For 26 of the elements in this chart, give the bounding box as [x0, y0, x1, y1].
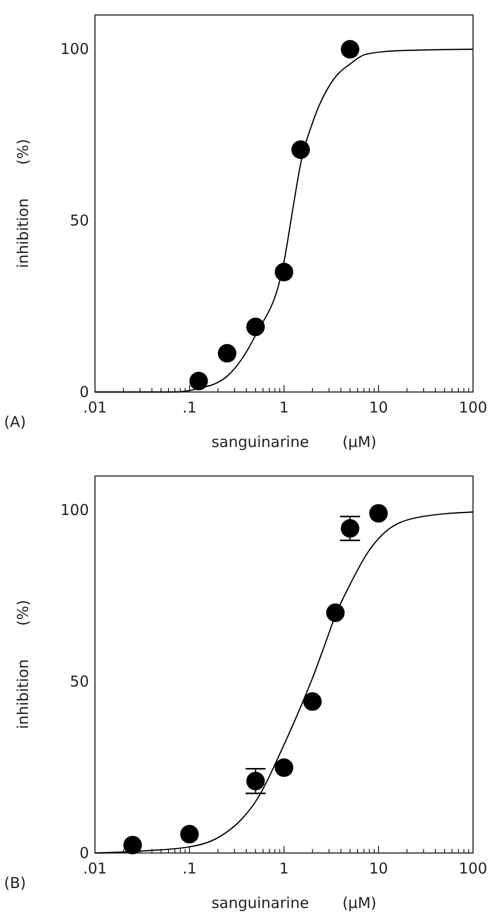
- x-tick-label: 10: [368, 860, 388, 878]
- y-tick-label: 50: [70, 672, 89, 690]
- y-tick-label: 0: [79, 382, 89, 401]
- x-tick-label: .01: [83, 398, 107, 417]
- y-tick-label: 100: [60, 40, 89, 58]
- y-axis-title: inhibition (%): [14, 138, 32, 268]
- point: [189, 372, 208, 390]
- x-tick-label: .1: [182, 860, 197, 878]
- x-tick-label: 1: [279, 860, 289, 878]
- text: (B): [4, 874, 26, 892]
- y-tick-label: 50: [70, 211, 89, 230]
- x-tick-label: .01: [83, 860, 107, 878]
- x-axis-title: sanguinarine (µM): [211, 433, 377, 451]
- x-tick-label: 1: [279, 398, 289, 417]
- x-tick-label: .1: [182, 398, 197, 417]
- point: [274, 262, 294, 282]
- x-tick-label: 100: [458, 398, 488, 417]
- x-axis-title: sanguinarine (µM): [211, 894, 377, 912]
- y-axis-title: inhibition (%): [14, 600, 32, 730]
- point: [246, 318, 265, 336]
- y-tick-label: 0: [79, 844, 89, 862]
- text: (A): [4, 413, 26, 431]
- y-tick-label: 100: [60, 501, 89, 520]
- point: [218, 344, 236, 363]
- x-tick-label: 100: [458, 860, 488, 878]
- x-tick-label: 10: [368, 398, 388, 417]
